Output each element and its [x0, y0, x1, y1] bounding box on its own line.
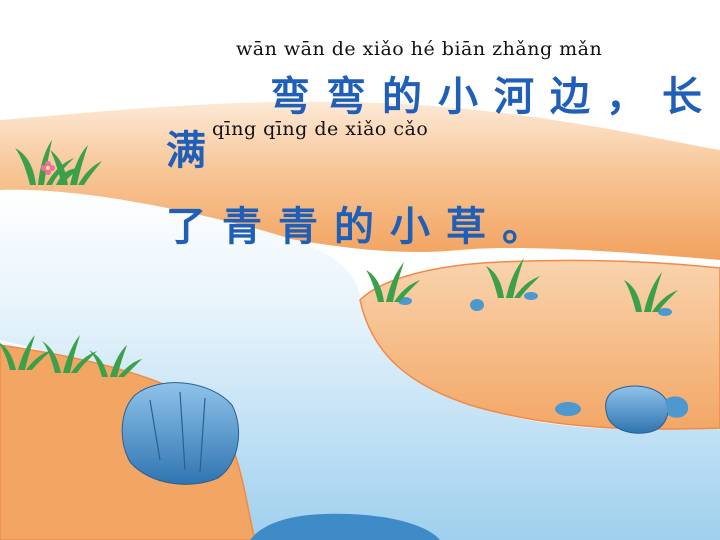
- line1-pinyin: wān wān de xiǎo hé biān zhǎng mǎn: [236, 38, 603, 60]
- far-bank: [0, 101, 720, 260]
- river-bottom-edge: [250, 513, 440, 540]
- line3-hanzi: 了青青的小草。: [166, 204, 558, 250]
- rock-icon: [555, 402, 581, 416]
- line2-lead-hanzi: 满: [166, 128, 206, 174]
- rock-icon: [605, 385, 689, 434]
- rock-icon: [470, 299, 484, 311]
- line2-pinyin: qīng qīng de xiǎo cǎo: [212, 118, 429, 140]
- grass-tuft-icon: [0, 140, 678, 377]
- rock-icon: [524, 292, 538, 300]
- flower-icon: [41, 161, 55, 175]
- line1-hanzi: 弯弯的小河边，长: [270, 74, 718, 120]
- rock-icon: [121, 382, 239, 485]
- river: [0, 189, 720, 540]
- rock-icon: [658, 308, 672, 316]
